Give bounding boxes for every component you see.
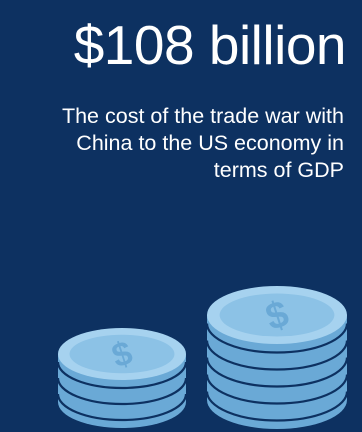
coin-stack-large: $ bbox=[205, 286, 349, 429]
headline-description: The cost of the trade war with China to … bbox=[61, 104, 344, 183]
headline-amount: $108 billion bbox=[73, 14, 347, 76]
coin-stack-small: $ bbox=[56, 328, 188, 428]
coin-stacks-icon: $ $ bbox=[56, 286, 349, 429]
